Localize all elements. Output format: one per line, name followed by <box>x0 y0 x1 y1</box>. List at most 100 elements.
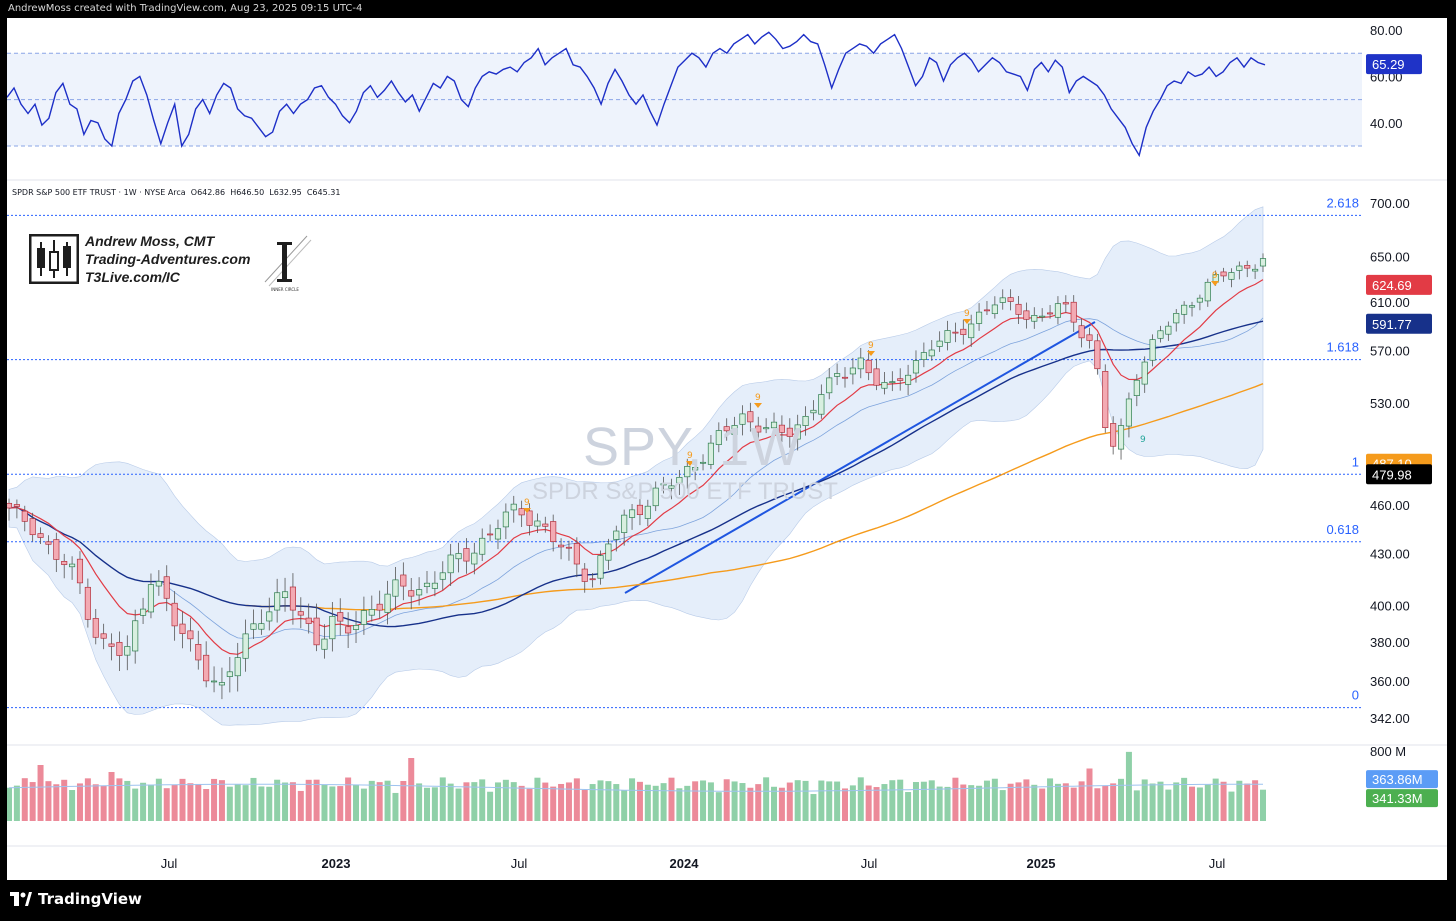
volume-bar <box>463 782 470 821</box>
inner-circle-caption: INNER CIRCLE <box>271 287 299 292</box>
candle-body <box>526 510 533 526</box>
legend-open: O642.86 <box>190 188 226 197</box>
volume-bar <box>211 778 218 821</box>
candle-body <box>542 523 549 527</box>
volume-bar <box>226 786 233 821</box>
candle-body <box>1181 304 1188 315</box>
volume-bar <box>140 782 147 821</box>
candle-body <box>731 425 738 435</box>
volume-bar <box>321 784 328 821</box>
volume-bar <box>1228 791 1235 821</box>
volume-bar <box>968 785 975 821</box>
candle-body <box>408 590 415 597</box>
candle-body <box>360 610 367 625</box>
candle-body <box>770 421 778 429</box>
volume-bar <box>329 786 336 821</box>
candle-body <box>329 616 336 640</box>
volume-bar <box>565 782 572 821</box>
candle-body <box>944 330 951 343</box>
candle-body <box>368 609 375 616</box>
volume-bar <box>597 780 604 821</box>
volume-bar <box>928 780 935 821</box>
chart-svg[interactable]: 80.0060.0040.0065.292.6181.61810.6180999… <box>7 18 1447 880</box>
td-sequential-label: 9 <box>964 309 970 319</box>
candle-body <box>534 520 541 527</box>
volume-bar <box>282 782 289 821</box>
candle-body <box>13 504 20 507</box>
candle-body <box>763 427 770 430</box>
candle-body <box>881 382 888 389</box>
price-tag <box>1366 464 1432 485</box>
candle-body <box>132 620 139 652</box>
candle-body <box>802 415 809 426</box>
chart-panel[interactable]: 80.00 60.00 40.00 65.29 2.618 1.618 1 0.618 0 9 9 9… <box>7 18 1447 880</box>
volume-bar <box>376 782 383 821</box>
volume-bar <box>684 785 691 821</box>
candle-body <box>313 617 320 646</box>
candle-body <box>479 537 486 555</box>
candle-body <box>605 543 612 561</box>
td-sequential-label: 9 <box>755 393 761 403</box>
volume-bar <box>76 783 83 821</box>
volume-bar <box>1118 778 1125 821</box>
volume-bar <box>526 788 533 821</box>
volume-bar <box>392 792 399 821</box>
volume-bar <box>1252 780 1259 821</box>
volume-bar <box>203 789 210 821</box>
sma-blue-line <box>8 320 1264 628</box>
candle-body <box>305 617 312 624</box>
volume-bar <box>431 787 438 821</box>
candle-body <box>1047 312 1054 315</box>
volume-bar <box>731 781 738 821</box>
volume-bar <box>715 792 722 821</box>
volume-bar <box>147 784 154 821</box>
td-sequential-label: 9 <box>868 341 874 351</box>
candle-body <box>250 623 257 630</box>
candle-body <box>211 680 218 683</box>
candle-body <box>7 502 13 509</box>
volume-bar <box>1196 787 1203 821</box>
candle-body <box>707 442 714 465</box>
candle-body <box>826 377 833 394</box>
candle-body <box>873 368 880 386</box>
price-tag-value: 479.98 <box>1372 467 1412 482</box>
candle-body <box>108 643 115 647</box>
candle-body <box>1102 371 1109 429</box>
volume-bar <box>1094 788 1101 821</box>
volume-bar <box>1141 779 1148 821</box>
volume-bar <box>723 779 730 821</box>
candle-body <box>1165 325 1172 335</box>
candle-body <box>786 427 793 437</box>
price-tag-value: 624.69 <box>1372 278 1412 293</box>
tradingview-logo[interactable]: TradingView <box>10 890 142 908</box>
volume-bar <box>1149 783 1156 821</box>
volume-bar <box>518 785 525 821</box>
candle-body <box>1252 268 1259 272</box>
volume-bar <box>274 779 281 821</box>
candle-body <box>471 552 478 565</box>
fib-level-label: 0.618 <box>1326 522 1359 537</box>
author-text: Andrew Moss, CMT Trading-Adventures.com … <box>85 232 250 286</box>
candle-body <box>1204 281 1211 302</box>
volume-bar <box>471 782 478 821</box>
candle-body <box>281 591 289 598</box>
time-axis-label: 2024 <box>670 856 700 871</box>
candle-body <box>1094 340 1101 370</box>
volume-bar <box>739 783 746 821</box>
volume-bar <box>912 782 919 821</box>
volume-bar <box>345 777 352 821</box>
candle-body <box>100 633 107 639</box>
fib-level-label: 1 <box>1352 454 1359 469</box>
candle-body <box>1023 310 1030 320</box>
candle-body <box>636 504 643 515</box>
candle-body <box>463 548 470 562</box>
candle-body <box>629 509 636 518</box>
ema-red-line <box>8 279 1264 655</box>
tradingview-icon <box>10 892 32 906</box>
time-axis-label: Jul <box>511 856 528 871</box>
volume-bar <box>802 780 809 821</box>
volume-bar <box>439 777 446 821</box>
volume-bar <box>778 787 785 821</box>
volume-bar <box>305 779 312 821</box>
volume-bar <box>258 786 265 821</box>
